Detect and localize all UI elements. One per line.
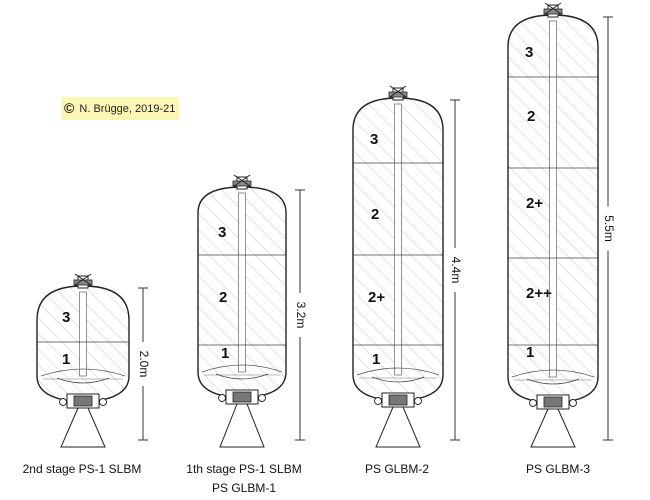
rocket-caption-3: PS GLBM-2: [364, 462, 430, 476]
forward-fitting: [388, 85, 408, 101]
length-label: 2.0m: [137, 351, 151, 378]
length-dimension: 3.2m: [294, 189, 308, 441]
forward-fitting: [73, 273, 93, 289]
nozzle-assembly: [371, 376, 425, 448]
stage-label: 2: [219, 289, 227, 306]
aft-dome-line: [356, 367, 440, 376]
stage-label: 1: [221, 345, 229, 362]
length-label: 4.4m: [449, 257, 463, 284]
length-dimension: 5.5m: [602, 16, 616, 441]
stage-label: 1: [372, 351, 380, 368]
nozzle-assembly: [56, 377, 110, 448]
copyright-note: © N. Brügge, 2019-21: [61, 97, 179, 120]
length-dimension: 2.0m: [137, 287, 151, 441]
rocket-caption-2: PS GLBM-1: [211, 481, 277, 495]
nozzle-assembly: [215, 373, 269, 448]
forward-fitting: [232, 174, 252, 190]
copyright-text: N. Brügge, 2019-21: [79, 103, 176, 115]
stage-label: 3: [62, 309, 70, 326]
rocket-1: 2.0m 1 3: [36, 273, 151, 448]
stage-label: 2++: [526, 285, 552, 302]
stage-label: 1: [62, 351, 70, 368]
nozzle-assembly: [526, 378, 580, 448]
aft-dome-line: [511, 369, 595, 378]
rocket-2: 3.2m 1 2 3: [197, 174, 308, 448]
stage-label: 3: [218, 224, 226, 241]
aft-dome-line: [40, 368, 126, 377]
nozzle-bell: [60, 407, 106, 448]
rocket-caption-2: 1th stage PS-1 SLBM: [186, 462, 302, 476]
length-dimension: 4.4m: [449, 99, 463, 441]
forward-fitting: [543, 2, 563, 18]
stage-label: 3: [370, 131, 378, 148]
rocket-3: 4.4m 1 2+ 2 3: [352, 85, 463, 448]
central-tube: [394, 103, 402, 376]
stage-label: 3: [525, 44, 533, 61]
length-label: 5.5m: [602, 215, 616, 242]
stage-label: 2: [371, 206, 379, 223]
central-tube: [549, 20, 557, 378]
stage-label: 1: [526, 344, 534, 361]
stage-label: 2: [527, 108, 535, 125]
nozzle-bell: [219, 403, 265, 448]
rocket-caption-1: 2nd stage PS-1 SLBM: [22, 462, 142, 476]
nozzle-bell: [530, 408, 576, 448]
stage-label: 2+: [368, 289, 385, 306]
aft-dome-line: [201, 364, 283, 373]
stage-label: 2+: [526, 195, 543, 212]
nozzle-bell: [375, 406, 421, 448]
central-tube: [79, 291, 87, 377]
length-label: 3.2m: [294, 302, 308, 329]
rocket-caption-4: PS GLBM-3: [525, 462, 591, 476]
central-tube: [238, 192, 246, 373]
copyright-symbol: ©: [64, 100, 75, 116]
rocket-4: 5.5m 1 2++ 2+ 2 3: [507, 2, 616, 448]
